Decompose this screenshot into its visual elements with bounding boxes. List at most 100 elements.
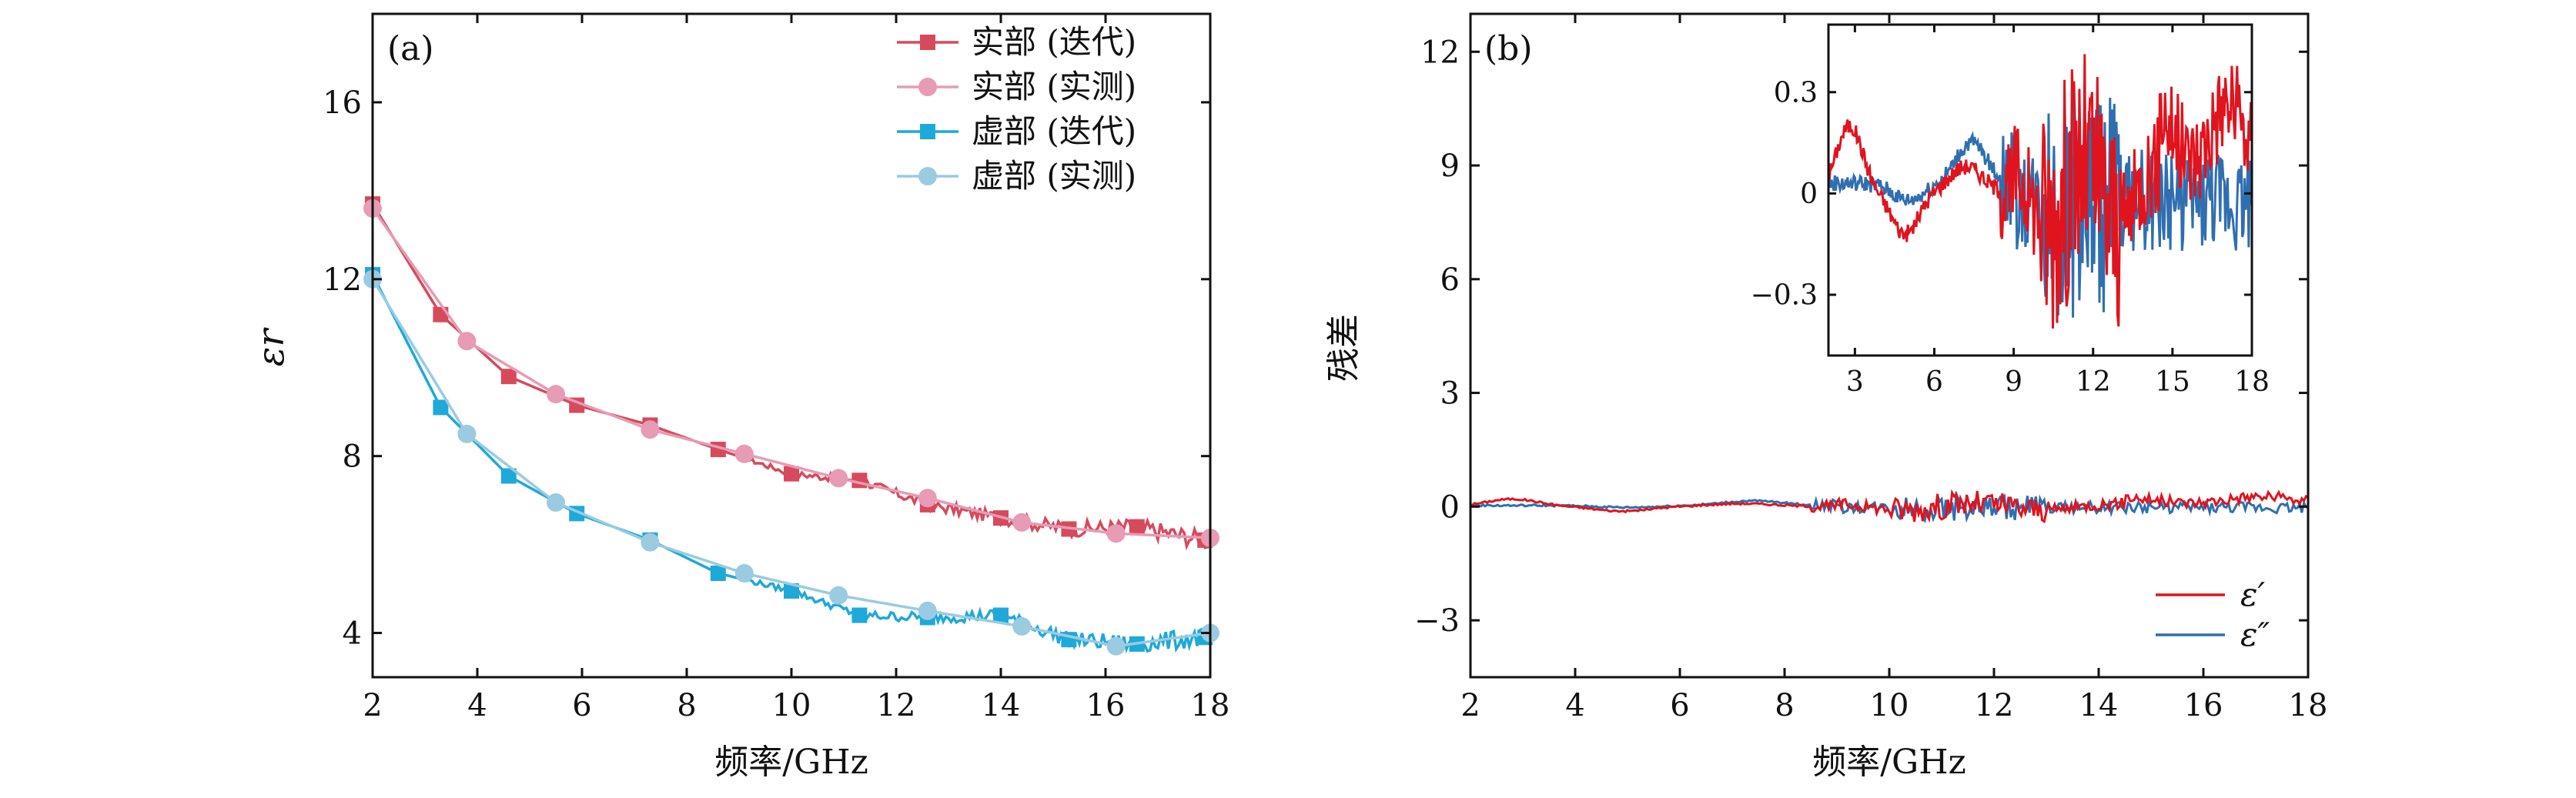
panel-a-marker-square bbox=[993, 607, 1009, 623]
panelA-x-tick-label: 4 bbox=[467, 688, 487, 723]
legend-marker-square bbox=[920, 35, 935, 50]
inset-residual-line bbox=[1828, 54, 2253, 329]
panel-b-inset: 3 6 9 12 15 18 −0.3 0 0.3 bbox=[1751, 23, 2270, 398]
panel-a: 2 4 6 8 10 12 14 16 18 4 8 12 16 (a) 频率/GHz εr 实部 (迭… bbox=[249, 12, 1229, 782]
panel-a-marker-circle bbox=[918, 601, 937, 620]
inset-x-tick-label: 3 bbox=[1846, 366, 1864, 398]
legend-entry-label: 实部 (迭代) bbox=[972, 23, 1136, 61]
panel-a-series-line bbox=[371, 207, 1211, 539]
panel-b-label: (b) bbox=[1484, 29, 1533, 68]
panel-a-y-axis-label: εr bbox=[249, 327, 293, 367]
panel-a-marker-circle bbox=[829, 469, 848, 488]
panel-a-legend: 实部 (迭代) 实部 (实测) 虚部 (迭代) 虚部 (实测) bbox=[897, 23, 1136, 195]
inset-frame bbox=[1827, 23, 2253, 357]
legend-entry-label: ε″ bbox=[2240, 616, 2270, 653]
panel-a-marker-circle bbox=[641, 533, 660, 552]
panel-a-marker-square bbox=[500, 369, 517, 385]
panel-a-marker-circle bbox=[1012, 616, 1032, 636]
panelB-x-tick-label: 16 bbox=[2184, 688, 2223, 723]
legend-entry-label: 虚部 (迭代) bbox=[972, 112, 1136, 150]
panel-a-marker-circle bbox=[1106, 636, 1126, 656]
panelB-x-tick-label: 12 bbox=[1975, 688, 2014, 723]
panel-b-series bbox=[1470, 489, 2309, 524]
inset-y-tick-label: −0.3 bbox=[1751, 280, 1818, 312]
panel-a-label: (a) bbox=[387, 29, 434, 68]
panelB-x-tick-label: 14 bbox=[2079, 688, 2119, 723]
panel-a-marker-circle bbox=[1012, 513, 1032, 532]
panelB-y-tick-label: 9 bbox=[1440, 149, 1460, 184]
panel-a-marker-circle bbox=[1106, 524, 1126, 543]
panelB-y-tick-label: −3 bbox=[1414, 603, 1460, 639]
panel-a-series-line bbox=[371, 278, 1211, 648]
panelA-x-tick-label: 12 bbox=[877, 688, 916, 723]
panel-b-ticks: 2 4 6 8 10 12 14 16 18 −3 0 3 6 9 12 bbox=[1414, 14, 2327, 723]
panelA-x-tick-label: 2 bbox=[363, 688, 382, 723]
inset-x-tick-label: 18 bbox=[2234, 366, 2270, 398]
panel-a-marker-square bbox=[433, 399, 449, 416]
panel-a-marker-circle bbox=[641, 420, 660, 439]
panel-a-marker-circle bbox=[457, 332, 477, 351]
inset-y-tick-label: 0.3 bbox=[1774, 77, 1818, 109]
panel-a-marker-square bbox=[710, 565, 726, 581]
panel-a-marker-square bbox=[433, 306, 449, 322]
panel-b-y-axis-label: 残差 bbox=[1324, 314, 1363, 382]
panelB-y-tick-label: 3 bbox=[1440, 376, 1460, 412]
panel-a-marker-circle bbox=[734, 563, 754, 583]
panel-a-series bbox=[363, 196, 1219, 656]
legend-marker-circle bbox=[918, 78, 937, 96]
panel-a-marker-circle bbox=[829, 586, 848, 605]
panel-b-residual-line bbox=[1470, 489, 2309, 524]
panelB-x-tick-label: 8 bbox=[1775, 688, 1794, 723]
panelA-x-tick-label: 8 bbox=[677, 688, 696, 723]
panel-a-ticks: 2 4 6 8 10 12 14 16 18 4 8 12 16 bbox=[323, 14, 1229, 723]
panel-b-legend: ε′ε″ bbox=[2156, 576, 2270, 653]
panelA-y-tick-label: 12 bbox=[323, 262, 362, 298]
panelB-y-tick-label: 6 bbox=[1440, 262, 1460, 298]
panel-b-frame bbox=[1469, 12, 2310, 679]
panelA-x-tick-label: 18 bbox=[1191, 688, 1230, 723]
panel-a-x-axis-label: 频率/GHz bbox=[714, 743, 868, 782]
panelA-y-tick-label: 4 bbox=[343, 616, 362, 652]
panel-a-marker-square bbox=[784, 583, 799, 599]
inset-y-tick-label: 0 bbox=[1800, 179, 1818, 210]
panelA-x-tick-label: 14 bbox=[982, 688, 1021, 723]
panelB-y-tick-label: 0 bbox=[1440, 489, 1460, 525]
inset-x-tick-label: 9 bbox=[2005, 366, 2022, 398]
panel-a-marker-square bbox=[1129, 519, 1145, 535]
panel-a-marker-square bbox=[500, 468, 517, 484]
panelA-y-tick-label: 8 bbox=[343, 439, 362, 475]
panel-a-marker-circle bbox=[547, 493, 565, 513]
legend-marker-circle bbox=[918, 167, 937, 185]
panel-b-residual-line bbox=[1470, 490, 2309, 524]
panelA-y-tick-label: 16 bbox=[323, 85, 362, 121]
panel-a-marker-circle bbox=[547, 385, 565, 404]
panelB-y-tick-label: 12 bbox=[1420, 35, 1460, 70]
panelB-x-tick-label: 10 bbox=[1870, 688, 1909, 723]
inset-x-tick-label: 15 bbox=[2155, 366, 2190, 398]
panelB-x-tick-label: 4 bbox=[1565, 688, 1584, 723]
legend-entry-label: 虚部 (实测) bbox=[972, 157, 1136, 195]
panel-a-frame bbox=[371, 12, 1212, 679]
panelB-x-tick-label: 18 bbox=[2289, 688, 2328, 723]
panelA-x-tick-label: 10 bbox=[772, 688, 811, 723]
legend-entry-label: 实部 (实测) bbox=[972, 68, 1136, 105]
panelB-x-tick-label: 6 bbox=[1670, 688, 1689, 723]
panel-b: 2 4 6 8 10 12 14 16 18 −3 0 3 6 9 12 (b) 频率/GHz 残差 ε′ε… bbox=[1324, 12, 2327, 782]
panelA-x-tick-label: 6 bbox=[572, 688, 591, 723]
legend-entry-label: ε′ bbox=[2240, 576, 2266, 613]
panel-a-series-line bbox=[371, 203, 1212, 551]
inset-x-tick-label: 12 bbox=[2076, 366, 2111, 398]
panel-a-marker-circle bbox=[457, 424, 477, 443]
panel-a-marker-circle bbox=[734, 444, 754, 463]
panelB-x-tick-label: 2 bbox=[1460, 688, 1480, 723]
inset-series bbox=[1827, 54, 2253, 329]
panel-a-marker-square bbox=[851, 607, 868, 623]
inset-x-tick-label: 6 bbox=[1925, 366, 1943, 398]
panel-a-marker-square bbox=[784, 466, 799, 482]
panelA-x-tick-label: 16 bbox=[1086, 688, 1126, 723]
legend-marker-square bbox=[920, 124, 935, 139]
panel-a-marker-circle bbox=[918, 489, 937, 508]
panel-b-x-axis-label: 频率/GHz bbox=[1812, 743, 1966, 782]
